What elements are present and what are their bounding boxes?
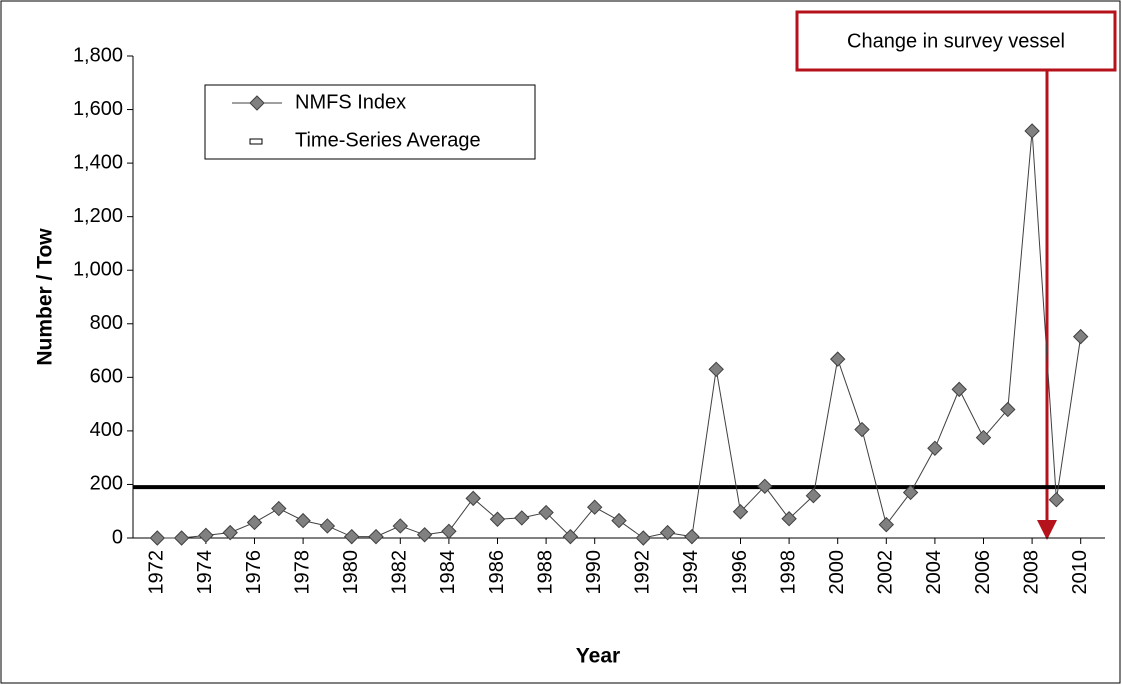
marker bbox=[392, 518, 409, 534]
marker bbox=[829, 351, 846, 367]
x-tick-label: 1984 bbox=[437, 550, 459, 595]
legend bbox=[204, 84, 536, 160]
marker bbox=[319, 518, 336, 534]
x-tick-label: 1992 bbox=[632, 550, 654, 595]
marker bbox=[684, 528, 700, 545]
marker bbox=[441, 523, 457, 540]
marker bbox=[271, 500, 287, 517]
y-tick-label: 800 bbox=[90, 312, 123, 334]
y-tick-label: 600 bbox=[90, 366, 123, 388]
y-tick-label: 1,000 bbox=[73, 259, 123, 281]
marker bbox=[416, 527, 433, 543]
y-tick-label: 400 bbox=[90, 419, 123, 441]
marker bbox=[149, 530, 166, 546]
marker bbox=[781, 511, 797, 527]
annotation-arrowhead bbox=[1037, 520, 1057, 540]
legend-average-swatch bbox=[249, 138, 263, 145]
y-tick-label: 1,200 bbox=[73, 205, 123, 227]
marker bbox=[173, 530, 190, 546]
marker bbox=[805, 487, 822, 504]
marker bbox=[1024, 123, 1040, 139]
marker bbox=[198, 527, 214, 544]
marker bbox=[1048, 492, 1065, 508]
y-axis-title: Number / Tow bbox=[34, 228, 57, 366]
y-tick-label: 1,800 bbox=[73, 44, 123, 66]
marker bbox=[635, 530, 652, 546]
marker bbox=[489, 511, 506, 527]
x-tick-label: 1982 bbox=[389, 550, 411, 595]
marker bbox=[1000, 401, 1016, 418]
x-tick-label: 1988 bbox=[534, 550, 556, 595]
marker bbox=[951, 381, 967, 398]
x-tick-label: 2010 bbox=[1069, 550, 1091, 595]
marker bbox=[757, 478, 773, 495]
x-tick-label: 1994 bbox=[680, 550, 702, 595]
marker bbox=[708, 361, 724, 378]
legend-label: Time-Series Average bbox=[295, 129, 481, 151]
marker bbox=[368, 528, 384, 545]
y-tick-label: 1,400 bbox=[73, 151, 123, 173]
marker bbox=[514, 510, 530, 526]
marker bbox=[538, 504, 554, 521]
x-tick-label: 1978 bbox=[291, 550, 313, 595]
y-tick-label: 0 bbox=[112, 526, 123, 548]
marker bbox=[659, 524, 676, 541]
x-tick-label: 1998 bbox=[777, 550, 799, 595]
x-tick-label: 1972 bbox=[146, 550, 168, 595]
marker bbox=[246, 514, 263, 531]
marker bbox=[586, 499, 603, 515]
y-tick-label: 200 bbox=[90, 473, 123, 495]
x-axis-title: Year bbox=[576, 645, 620, 668]
x-tick-label: 2006 bbox=[972, 550, 994, 595]
marker bbox=[854, 421, 870, 438]
marker bbox=[732, 504, 749, 520]
x-tick-label: 1990 bbox=[583, 550, 605, 595]
marker bbox=[1072, 328, 1089, 345]
x-tick-label: 2008 bbox=[1020, 550, 1042, 595]
x-tick-label: 2004 bbox=[923, 550, 945, 595]
marker bbox=[611, 512, 627, 529]
marker bbox=[878, 516, 895, 533]
x-tick-label: 2000 bbox=[826, 550, 848, 595]
x-tick-label: 1980 bbox=[340, 550, 362, 595]
x-tick-label: 1974 bbox=[194, 550, 216, 595]
marker bbox=[562, 528, 579, 545]
marker bbox=[975, 429, 992, 446]
annotation: Change in survey vessel bbox=[847, 30, 1065, 52]
marker bbox=[927, 440, 943, 457]
legend-label: NMFS Index bbox=[295, 91, 406, 113]
x-tick-label: 1986 bbox=[486, 550, 508, 595]
x-tick-label: 1996 bbox=[729, 550, 751, 595]
y-tick-label: 1,600 bbox=[73, 98, 123, 120]
marker bbox=[295, 512, 311, 529]
marker bbox=[465, 490, 481, 507]
marker bbox=[343, 528, 360, 545]
legend-marker bbox=[249, 95, 265, 111]
x-tick-label: 2002 bbox=[875, 550, 897, 595]
annotation-box bbox=[795, 10, 1117, 72]
marker bbox=[902, 484, 919, 501]
x-tick-label: 1976 bbox=[243, 550, 265, 595]
marker bbox=[222, 524, 238, 541]
